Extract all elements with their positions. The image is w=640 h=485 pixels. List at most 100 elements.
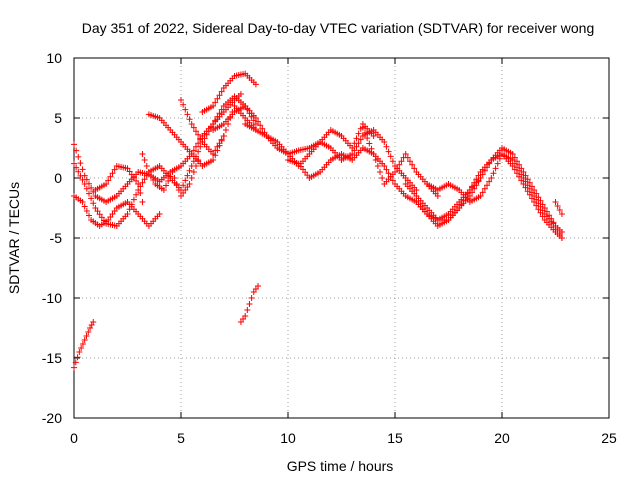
data-point (494, 160, 501, 167)
data-point (518, 177, 525, 184)
data-point (73, 164, 80, 171)
data-point (370, 133, 377, 139)
data-point (552, 199, 559, 205)
data-point (139, 179, 146, 186)
data-point (150, 177, 157, 183)
data-point (389, 158, 396, 165)
data-point (242, 313, 249, 319)
data-point (81, 181, 88, 187)
data-point (218, 88, 225, 95)
data-point (210, 103, 217, 109)
x-tick-label: 25 (601, 430, 617, 446)
data-point (385, 170, 392, 177)
data-point (156, 211, 163, 217)
data-point (409, 161, 416, 168)
data-point (143, 163, 150, 169)
data-point (537, 197, 544, 204)
data-point (195, 148, 202, 155)
data-point (383, 143, 390, 150)
data-point (554, 203, 561, 209)
data-point (186, 167, 193, 174)
data-point (96, 211, 103, 218)
data-point (182, 106, 189, 113)
data-point (212, 147, 219, 154)
series-track-18 (237, 283, 262, 325)
data-point (103, 181, 110, 187)
data-point (98, 214, 105, 221)
data-point (210, 151, 217, 157)
data-point (531, 187, 538, 193)
data-point (210, 121, 217, 127)
data-point (190, 147, 197, 154)
data-point (509, 151, 516, 157)
data-point (353, 143, 360, 150)
data-point (522, 172, 529, 179)
data-point (516, 161, 523, 168)
data-point (130, 174, 137, 181)
data-point (520, 169, 527, 175)
data-point (406, 158, 413, 165)
data-point (186, 181, 193, 187)
data-point (535, 194, 542, 201)
data-point (130, 196, 137, 203)
data-point (349, 145, 356, 151)
data-point (488, 175, 495, 181)
data-point (255, 118, 262, 125)
data-point (398, 158, 405, 165)
data-point (351, 140, 358, 147)
data-point (83, 333, 90, 339)
data-point (218, 136, 225, 143)
data-point (85, 212, 92, 219)
data-points (71, 70, 565, 371)
data-point (255, 283, 262, 289)
data-point (81, 337, 88, 343)
data-point (79, 341, 86, 347)
data-point (404, 154, 411, 161)
data-point (171, 175, 178, 181)
data-point (90, 200, 97, 207)
data-point (526, 191, 533, 198)
data-point (252, 115, 259, 121)
data-point (509, 163, 516, 169)
data-point (477, 175, 484, 181)
data-point (160, 187, 167, 193)
data-point (214, 143, 221, 150)
data-point (75, 153, 82, 160)
data-point (133, 191, 140, 198)
data-point (496, 155, 503, 162)
data-point (214, 113, 221, 120)
series-track-17 (71, 319, 97, 371)
data-point (184, 111, 191, 118)
data-point (109, 170, 116, 177)
data-point (220, 133, 227, 139)
data-point (434, 193, 441, 199)
data-point (548, 215, 555, 222)
data-point (377, 169, 384, 175)
data-point (205, 128, 212, 135)
y-axis: -20 -15 -10 -5 0 5 10 (42, 50, 609, 426)
data-point (90, 319, 97, 325)
data-point (188, 121, 195, 127)
data-point (107, 173, 114, 180)
data-point (481, 167, 488, 174)
data-point (471, 185, 478, 192)
data-point (355, 130, 362, 137)
data-point (74, 354, 81, 361)
data-point (135, 181, 142, 187)
data-point (413, 187, 420, 193)
data-point (552, 223, 559, 229)
data-point (411, 165, 418, 172)
data-point (178, 97, 184, 103)
series-track-4 (92, 163, 146, 205)
data-point (392, 169, 398, 175)
x-axis-label: GPS time / hours (287, 458, 394, 474)
x-axis: 0 5 10 15 20 25 (70, 58, 617, 446)
data-point (137, 190, 144, 196)
data-point (75, 168, 82, 175)
y-tick-label: -5 (50, 230, 63, 246)
data-point (381, 139, 388, 145)
data-point (105, 177, 112, 184)
x-tick-label: 15 (387, 430, 403, 446)
data-point (479, 189, 486, 196)
